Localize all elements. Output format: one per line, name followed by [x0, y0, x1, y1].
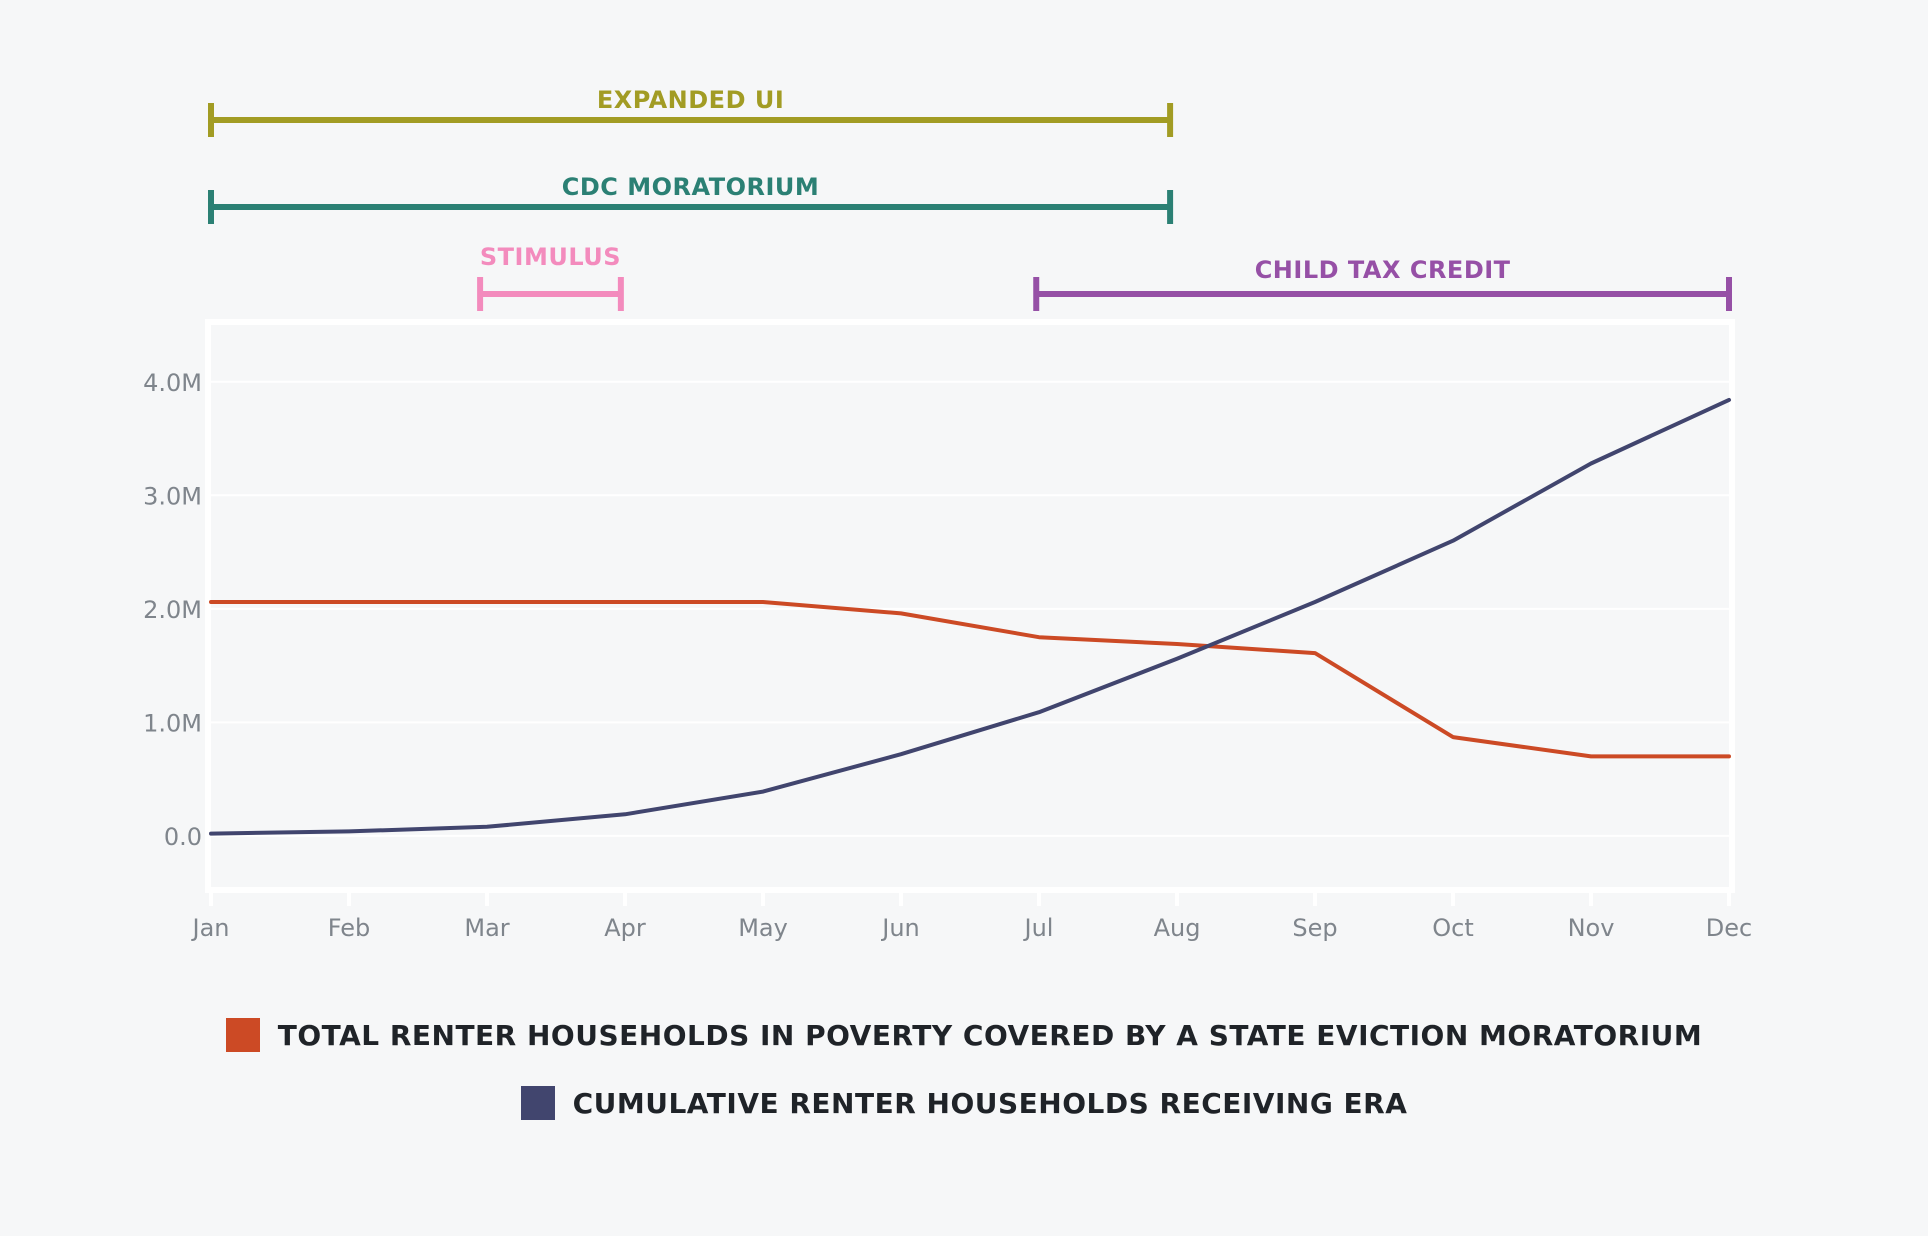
y-tick-label-4: 4.0M [143, 369, 202, 397]
x-tick-label-dec: Dec [1706, 914, 1752, 942]
timeline-label-stimulus: STIMULUS [480, 243, 621, 271]
legend-label-moratorium: TOTAL RENTER HOUSEHOLDS IN POVERTY COVER… [277, 1018, 1703, 1052]
x-tick-label-jun: Jun [880, 914, 920, 942]
gridlines [211, 380, 1729, 837]
x-tick-label-aug: Aug [1154, 914, 1201, 942]
x-tick-label-nov: Nov [1568, 914, 1615, 942]
timeline-label-expanded-ui: EXPANDED UI [597, 86, 784, 114]
plot-area [205, 319, 1735, 893]
legend-label-era: CUMULATIVE RENTER HOUSEHOLDS RECEIVING E… [572, 1086, 1408, 1120]
x-axis: Jan Feb Mar Apr May Jun Jul Aug Sep Oct Nov Dec [191, 890, 1752, 942]
x-tick-label-apr: Apr [604, 914, 646, 942]
x-tick-label-sep: Sep [1292, 914, 1337, 942]
y-axis: 0.0 1.0M 2.0M 3.0M 4.0M [143, 369, 202, 851]
legend-swatch-moratorium [225, 1018, 260, 1052]
legend-item-moratorium: TOTAL RENTER HOUSEHOLDS IN POVERTY COVER… [225, 1018, 1703, 1052]
y-tick-label-0: 0.0 [164, 823, 202, 851]
x-tick-label-oct: Oct [1432, 914, 1474, 942]
legend-item-era: CUMULATIVE RENTER HOUSEHOLDS RECEIVING E… [520, 1086, 1408, 1120]
legend: TOTAL RENTER HOUSEHOLDS IN POVERTY COVER… [0, 1018, 1928, 1120]
series-lines [209, 397, 1731, 836]
x-tick-label-feb: Feb [328, 914, 371, 942]
series-line-0 [209, 600, 1731, 759]
y-tick-label-3: 3.0M [143, 482, 202, 510]
y-tick-label-1: 1.0M [143, 709, 202, 737]
timeline-bars: EXPANDED UI CDC MORATORIUM STIMULUS CHILD T… [208, 86, 1732, 311]
timeline-label-cdc-moratorium: CDC MORATORIUM [562, 173, 820, 201]
series-line-1 [209, 397, 1731, 836]
x-tick-label-jul: Jul [1023, 914, 1054, 942]
y-tick-label-2: 2.0M [143, 596, 202, 624]
x-tick-label-may: May [738, 914, 788, 942]
x-tick-label-jan: Jan [191, 914, 230, 942]
timeline-label-child-tax-credit: CHILD TAX CREDIT [1255, 256, 1511, 284]
x-tick-label-mar: Mar [464, 914, 509, 942]
legend-swatch-era [520, 1086, 555, 1120]
